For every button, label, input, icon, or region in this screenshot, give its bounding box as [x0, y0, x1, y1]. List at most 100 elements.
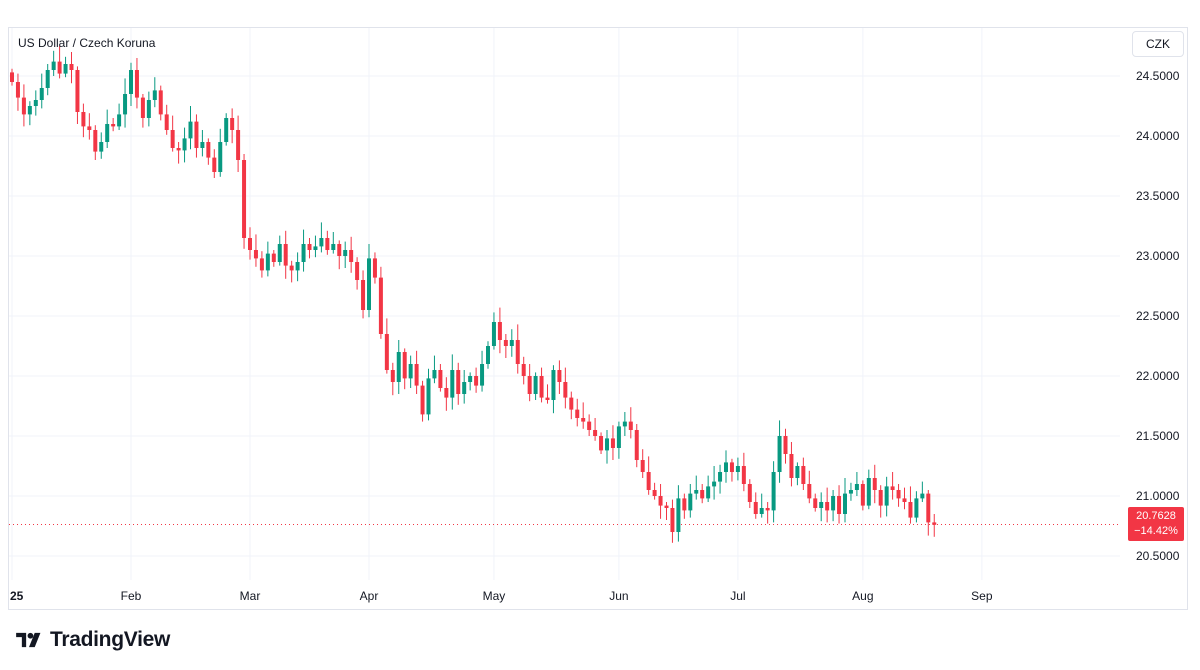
candle	[206, 138, 211, 165]
candle	[932, 514, 937, 537]
candle	[896, 484, 901, 507]
candle	[515, 324, 520, 374]
candle	[75, 66, 80, 124]
candle	[200, 130, 205, 157]
candle	[259, 251, 264, 278]
candle	[605, 430, 609, 464]
candle	[325, 230, 330, 255]
currency-button[interactable]: CZK	[1132, 31, 1184, 57]
candle	[819, 492, 824, 522]
candle	[795, 462, 800, 486]
candle	[557, 360, 562, 394]
candle	[105, 109, 110, 148]
candle	[789, 442, 794, 487]
candle	[468, 372, 473, 391]
symbol-title: US Dollar / Czech Koruna	[18, 36, 156, 50]
candle	[57, 46, 62, 79]
chart-frame	[8, 27, 1188, 610]
brand-name: TradingView	[50, 628, 171, 651]
candle	[313, 235, 318, 258]
candle	[432, 355, 437, 384]
candle	[462, 370, 467, 404]
candle	[99, 132, 104, 159]
candle	[134, 58, 139, 109]
candle	[10, 68, 14, 86]
candle	[212, 149, 217, 178]
candle	[509, 329, 514, 357]
candle	[420, 380, 425, 422]
candle	[146, 91, 151, 127]
candle	[426, 368, 431, 421]
x-tick-label: 25	[10, 589, 24, 603]
candle	[914, 491, 919, 523]
candle	[140, 94, 145, 128]
candle	[527, 364, 532, 402]
y-tick-label: 23.0000	[1136, 249, 1180, 263]
last-price-change: −14.42%	[1134, 525, 1178, 537]
candle	[491, 312, 496, 350]
candle	[908, 486, 913, 524]
candle	[402, 348, 407, 390]
candle	[480, 350, 485, 392]
candle	[81, 103, 86, 138]
candle	[367, 244, 371, 318]
candle	[283, 230, 288, 279]
candle	[414, 350, 419, 394]
candle	[753, 492, 758, 519]
candle	[384, 318, 389, 374]
candle	[33, 90, 38, 116]
candle	[265, 241, 270, 277]
candle	[724, 450, 728, 483]
candle	[735, 457, 740, 481]
candle	[926, 490, 931, 536]
candle	[533, 372, 538, 400]
candle	[551, 365, 556, 414]
candle	[575, 398, 580, 427]
candle	[545, 384, 550, 404]
candle	[188, 106, 193, 150]
candle	[670, 499, 675, 543]
x-tick-label: Mar	[240, 589, 261, 603]
candle	[664, 502, 669, 520]
candle	[236, 115, 241, 172]
candle	[503, 334, 508, 358]
candle	[486, 341, 490, 369]
grid-lines	[9, 28, 1120, 580]
candle	[450, 354, 455, 410]
candle	[444, 377, 449, 411]
x-tick-label: Apr	[360, 589, 379, 603]
candle	[248, 227, 252, 260]
candle	[807, 470, 812, 504]
candle	[331, 232, 336, 254]
candle	[63, 56, 68, 78]
tradingview-brand[interactable]: TradingView	[12, 627, 170, 653]
candle	[307, 238, 312, 259]
candle	[771, 461, 776, 523]
candle	[194, 114, 199, 158]
candle	[497, 307, 502, 354]
candle	[622, 412, 627, 436]
candle	[587, 414, 592, 436]
candle	[51, 50, 56, 76]
candle	[658, 484, 663, 519]
candle	[170, 115, 175, 152]
candle	[21, 84, 26, 127]
y-tick-label: 23.5000	[1136, 189, 1180, 203]
candle	[15, 73, 20, 111]
candle	[890, 472, 895, 500]
x-tick-label: Feb	[121, 589, 142, 603]
x-tick-label: Aug	[852, 589, 873, 603]
candle	[747, 479, 752, 508]
candle	[390, 362, 395, 396]
candle	[682, 493, 687, 519]
candle	[634, 424, 639, 468]
candle	[438, 364, 443, 392]
candle	[759, 493, 764, 518]
x-tick-label: Sep	[971, 589, 993, 603]
candle	[271, 250, 276, 267]
candle	[111, 118, 116, 132]
candle	[843, 478, 847, 523]
candle	[920, 481, 925, 502]
candle	[593, 418, 598, 441]
